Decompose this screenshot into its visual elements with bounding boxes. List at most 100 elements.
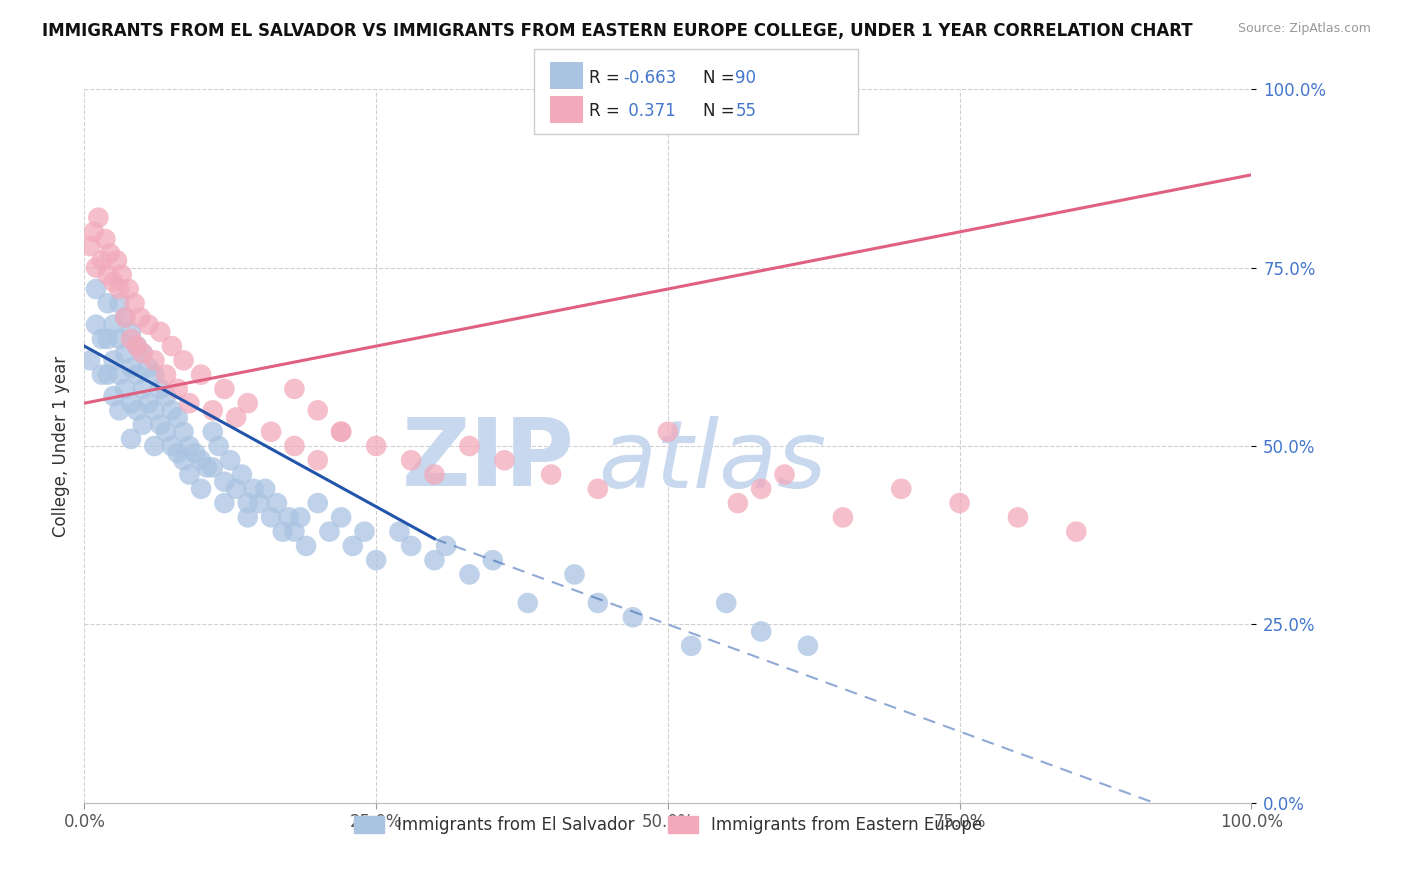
Point: [214, 382, 236, 396]
Point: [236, 496, 259, 510]
Point: [832, 510, 855, 524]
Point: [166, 410, 188, 425]
Y-axis label: College, Under 1 year: College, Under 1 year: [52, 355, 70, 537]
Point: [621, 610, 644, 624]
Point: [84, 318, 107, 332]
Point: [242, 482, 264, 496]
Point: [423, 553, 446, 567]
Point: [749, 482, 772, 496]
Point: [366, 553, 388, 567]
Point: [132, 382, 155, 396]
Point: [166, 446, 188, 460]
Point: [290, 510, 312, 524]
Point: [94, 232, 117, 246]
Point: [190, 482, 212, 496]
Point: [207, 439, 229, 453]
Point: [111, 268, 134, 282]
Point: [423, 467, 446, 482]
Point: [399, 453, 422, 467]
Point: [249, 496, 271, 510]
Point: [125, 403, 148, 417]
Text: 0.371: 0.371: [623, 103, 676, 120]
Point: [949, 496, 972, 510]
Point: [114, 382, 136, 396]
Point: [353, 524, 375, 539]
Point: [120, 360, 142, 375]
Point: [295, 539, 318, 553]
Text: 90: 90: [735, 69, 756, 87]
Point: [84, 282, 107, 296]
Text: N =: N =: [703, 103, 740, 120]
Point: [330, 425, 353, 439]
Point: [143, 403, 166, 417]
Point: [132, 346, 155, 360]
Point: [727, 496, 749, 510]
Point: [307, 453, 329, 467]
Text: N =: N =: [703, 69, 740, 87]
Point: [201, 403, 224, 417]
Point: [330, 425, 353, 439]
Point: [236, 396, 259, 410]
Point: [366, 439, 388, 453]
Text: -0.663: -0.663: [623, 69, 676, 87]
Point: [90, 332, 112, 346]
Point: [236, 510, 259, 524]
Point: [124, 296, 146, 310]
Point: [184, 446, 207, 460]
Point: [155, 368, 177, 382]
Text: 55: 55: [735, 103, 756, 120]
Point: [716, 596, 738, 610]
Point: [97, 368, 120, 382]
Point: [155, 389, 177, 403]
Point: [108, 368, 131, 382]
Point: [330, 510, 353, 524]
Point: [564, 567, 586, 582]
Point: [201, 460, 224, 475]
Point: [132, 417, 155, 432]
Point: [190, 368, 212, 382]
Point: [260, 425, 283, 439]
Point: [120, 325, 142, 339]
Point: [105, 253, 128, 268]
Point: [173, 453, 195, 467]
Point: [138, 396, 160, 410]
Point: [516, 596, 538, 610]
Point: [283, 439, 305, 453]
Point: [108, 282, 131, 296]
Point: [114, 310, 136, 325]
Point: [108, 296, 131, 310]
Point: [138, 360, 160, 375]
Point: [79, 239, 101, 253]
Text: Source: ZipAtlas.com: Source: ZipAtlas.com: [1237, 22, 1371, 36]
Text: R =: R =: [589, 103, 626, 120]
Point: [481, 553, 505, 567]
Point: [890, 482, 912, 496]
Point: [143, 353, 166, 368]
Point: [143, 368, 166, 382]
Point: [149, 325, 172, 339]
Point: [132, 346, 155, 360]
Point: [149, 417, 172, 432]
Text: ZIP: ZIP: [402, 414, 575, 507]
Point: [118, 282, 141, 296]
Point: [307, 496, 329, 510]
Point: [103, 275, 125, 289]
Point: [166, 382, 188, 396]
Point: [225, 410, 247, 425]
Point: [143, 439, 166, 453]
Point: [103, 389, 125, 403]
Text: atlas: atlas: [598, 417, 827, 508]
Point: [97, 268, 120, 282]
Point: [195, 460, 218, 475]
Point: [201, 425, 224, 439]
Point: [271, 524, 294, 539]
Point: [90, 253, 112, 268]
Point: [307, 403, 329, 417]
Point: [797, 639, 820, 653]
Point: [179, 467, 201, 482]
Point: [155, 425, 177, 439]
Point: [586, 596, 609, 610]
Point: [97, 296, 120, 310]
Point: [103, 353, 125, 368]
Text: IMMIGRANTS FROM EL SALVADOR VS IMMIGRANTS FROM EASTERN EUROPE COLLEGE, UNDER 1 Y: IMMIGRANTS FROM EL SALVADOR VS IMMIGRANT…: [42, 22, 1192, 40]
